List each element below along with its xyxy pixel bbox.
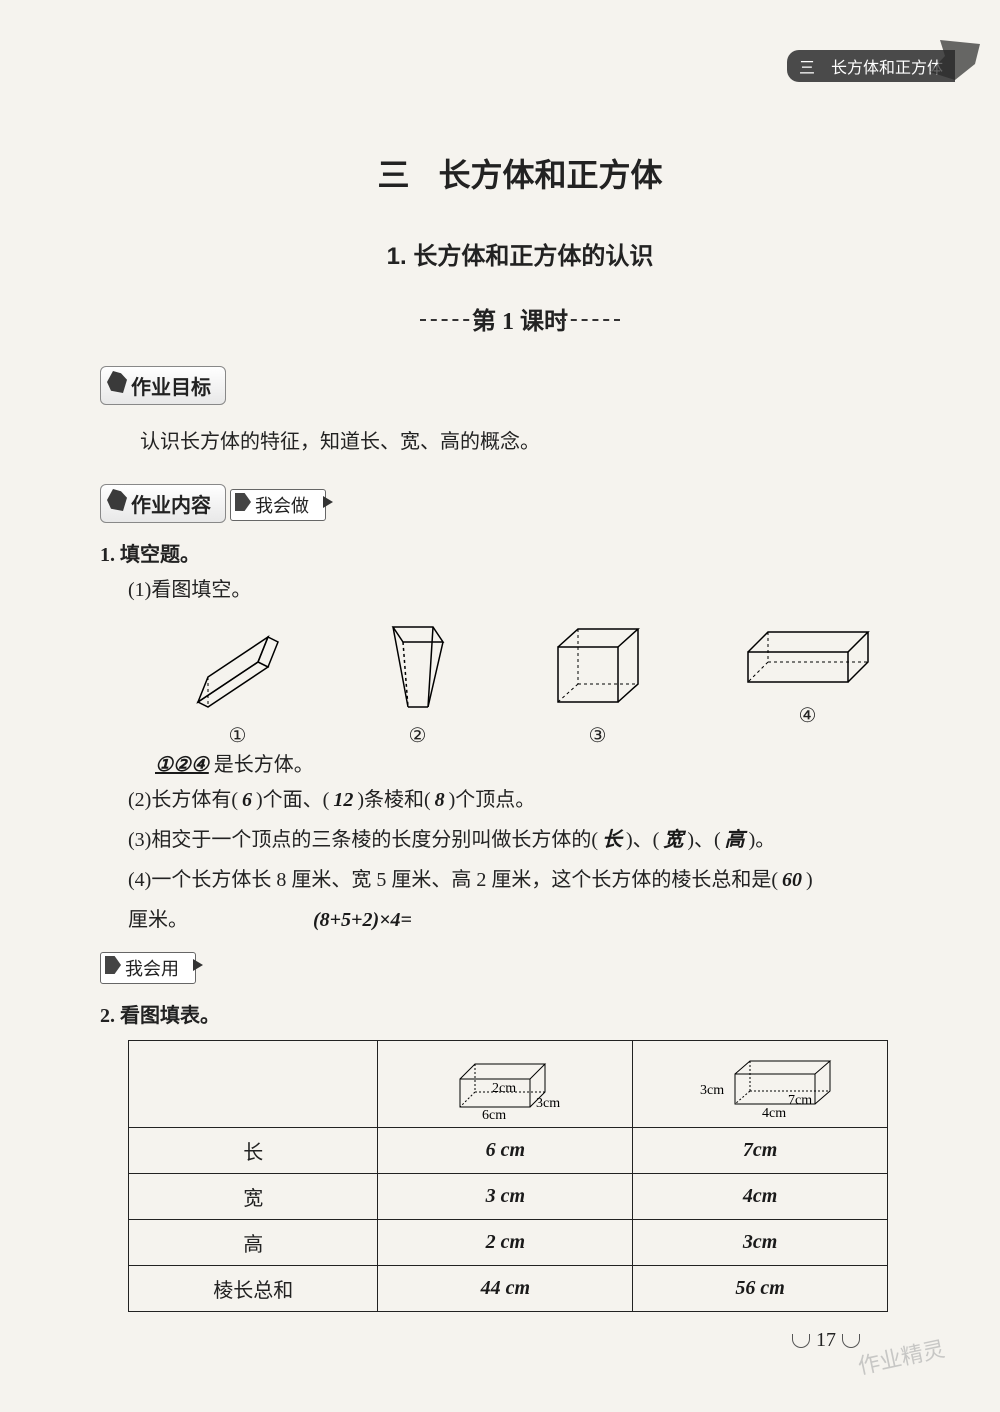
q1-p2: (2)长方体有(6)个面、(12)条棱和(8)个顶点。	[128, 783, 940, 817]
chapter-number: 三	[378, 157, 410, 193]
header-box1: 2cm 3cm 6cm	[378, 1041, 633, 1128]
row-label: 棱长总和	[129, 1266, 378, 1312]
q1-title: 1. 填空题。	[100, 538, 940, 567]
shapes-row: ① ② ③	[140, 617, 920, 748]
question-1: 1. 填空题。 (1)看图填空。 ① ②	[100, 538, 940, 937]
table-row: 长 6 cm 7cm	[129, 1128, 888, 1174]
svg-text:6cm: 6cm	[482, 1108, 506, 1119]
svg-text:3cm: 3cm	[700, 1083, 724, 1098]
page-number-text: 17	[816, 1329, 836, 1352]
shape-1-label: ①	[229, 725, 247, 747]
page-number: 17	[792, 1329, 860, 1352]
shape-2-svg	[378, 617, 458, 717]
svg-text:7cm: 7cm	[788, 1093, 812, 1108]
cell-answer: 6 cm	[378, 1128, 633, 1174]
table-row: 2cm 3cm 6cm 3cm 7cm 4cm	[129, 1041, 888, 1128]
cell-answer: 44 cm	[378, 1266, 633, 1312]
shape-2-label: ②	[409, 725, 427, 747]
goal-badge-label: 作业目标	[131, 377, 211, 399]
shape-4-label: ④	[799, 705, 817, 727]
chapter-tab: 三 长方体和正方体	[787, 50, 955, 82]
q1-p4-working: (8+5+2)×4=	[313, 903, 412, 937]
q2-title: 2. 看图填表。	[100, 999, 940, 1028]
sub-badge-2-text: 我会用	[125, 959, 179, 979]
chapter-tab-text: 三 长方体和正方体	[799, 60, 943, 77]
goal-text: 认识长方体的特征，知道长、宽、高的概念。	[140, 425, 940, 454]
q1-p4-tail: 厘米。	[128, 909, 188, 931]
table-row: 棱长总和 44 cm 56 cm	[129, 1266, 888, 1312]
shape-4-svg	[738, 617, 878, 697]
q1-p3: (3)相交于一个顶点的三条棱的长度分别叫做长方体的(长)、(宽)、(高)。	[128, 823, 940, 857]
shape-2: ②	[378, 617, 458, 748]
shape-3: ③	[543, 617, 653, 748]
sub-badge-1: 我会做	[230, 489, 326, 521]
row-label: 高	[129, 1220, 378, 1266]
q1-p1: (1)看图填空。	[128, 573, 940, 607]
cell-answer: 3cm	[633, 1220, 888, 1266]
svg-text:4cm: 4cm	[762, 1106, 786, 1119]
sub-badge-1-text: 我会做	[255, 496, 309, 516]
chapter-title-text: 长方体和正方体	[438, 157, 662, 193]
shape-1-svg	[183, 617, 293, 717]
shape-4: ④	[738, 617, 878, 748]
page-deco-left	[792, 1334, 810, 1348]
content-badge: 作业内容	[100, 484, 226, 523]
goal-badge: 作业目标	[100, 366, 226, 405]
section-title: 1. 长方体和正方体的认识	[100, 236, 940, 271]
q2-table: 2cm 3cm 6cm 3cm 7cm 4cm	[128, 1040, 888, 1312]
page-deco-right	[842, 1334, 860, 1348]
row-label: 宽	[129, 1174, 378, 1220]
content-badge-label: 作业内容	[131, 495, 211, 517]
cell-answer: 56 cm	[633, 1266, 888, 1312]
row-label: 长	[129, 1128, 378, 1174]
lesson-title: 第 1 课时	[100, 301, 940, 336]
shape-3-label: ③	[589, 725, 607, 747]
q1-p1-handwritten: ①②④	[155, 754, 209, 776]
header-blank	[129, 1041, 378, 1128]
main-title: 三 长方体和正方体	[100, 150, 940, 196]
sub-badge-2: 我会用	[100, 952, 196, 984]
cell-answer: 7cm	[633, 1128, 888, 1174]
q1-p4: (4)一个长方体长 8 厘米、宽 5 厘米、高 2 厘米，这个长方体的棱长总和是…	[128, 863, 940, 897]
q1-p1-tail: 是长方体。	[214, 754, 314, 776]
question-2: 2. 看图填表。 2cm 3cm 6cm	[100, 999, 940, 1312]
header-box2: 3cm 7cm 4cm	[633, 1041, 888, 1128]
table-row: 宽 3 cm 4cm	[129, 1174, 888, 1220]
cell-answer: 4cm	[633, 1174, 888, 1220]
watermark: 作业精灵	[855, 1331, 948, 1381]
cell-answer: 3 cm	[378, 1174, 633, 1220]
shape-3-svg	[543, 617, 653, 717]
svg-text:2cm: 2cm	[492, 1081, 516, 1096]
cell-answer: 2 cm	[378, 1220, 633, 1266]
q1-p1-answer: ①②④ 是长方体。	[155, 748, 940, 777]
svg-text:3cm: 3cm	[536, 1096, 560, 1111]
q1-p4-tail-line: 厘米。 (8+5+2)×4=	[128, 903, 940, 937]
table-row: 高 2 cm 3cm	[129, 1220, 888, 1266]
shape-1: ①	[183, 617, 293, 748]
